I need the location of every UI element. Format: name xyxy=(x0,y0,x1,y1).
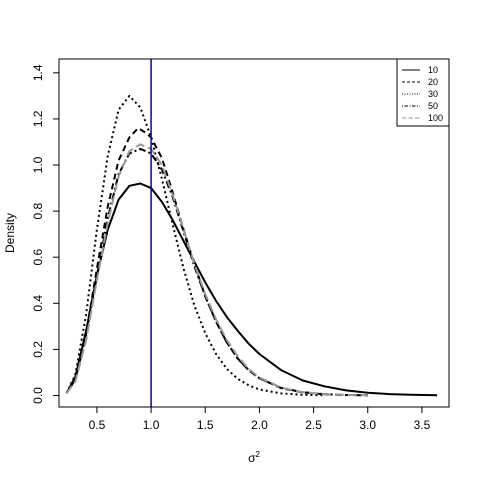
y-tick-label: 1.4 xyxy=(31,64,45,81)
y-tick-label: 0.6 xyxy=(31,249,45,266)
y-tick-label: 0.2 xyxy=(31,341,45,358)
y-tick-label: 0.0 xyxy=(31,387,45,404)
series-layer xyxy=(65,94,438,397)
y-axis-title: Density xyxy=(3,213,17,253)
x-tick-label: 2.0 xyxy=(251,418,268,432)
series-line-10 xyxy=(65,182,438,397)
x-tick-label: 1.5 xyxy=(197,418,214,432)
x-tick-label: 3.0 xyxy=(359,418,376,432)
y-tick-label: 0.8 xyxy=(31,202,45,219)
x-tick-label: 0.5 xyxy=(89,418,106,432)
legend-label-30: 30 xyxy=(428,89,438,99)
legend-label-20: 20 xyxy=(428,77,438,87)
legend-label-100: 100 xyxy=(428,113,443,123)
x-tick-label: 3.5 xyxy=(414,418,431,432)
legend: 10 20 30 50 100 xyxy=(396,58,450,127)
y-tick-label: 0.4 xyxy=(31,295,45,312)
x-axis: 0.5 1.0 1.5 2.0 2.5 3.0 3.5 xyxy=(89,406,431,432)
legend-label-50: 50 xyxy=(428,101,438,111)
legend-label-10: 10 xyxy=(428,65,438,75)
y-axis: 0.0 0.2 0.4 0.6 0.8 1.0 1.2 1.4 xyxy=(31,64,60,404)
x-tick-label: 1.0 xyxy=(143,418,160,432)
x-axis-title: σ2 xyxy=(248,450,260,465)
y-tick-label: 1.2 xyxy=(31,110,45,127)
series-line-100 xyxy=(65,143,368,397)
x-tick-label: 2.5 xyxy=(305,418,322,432)
y-tick-label: 1.0 xyxy=(31,156,45,173)
